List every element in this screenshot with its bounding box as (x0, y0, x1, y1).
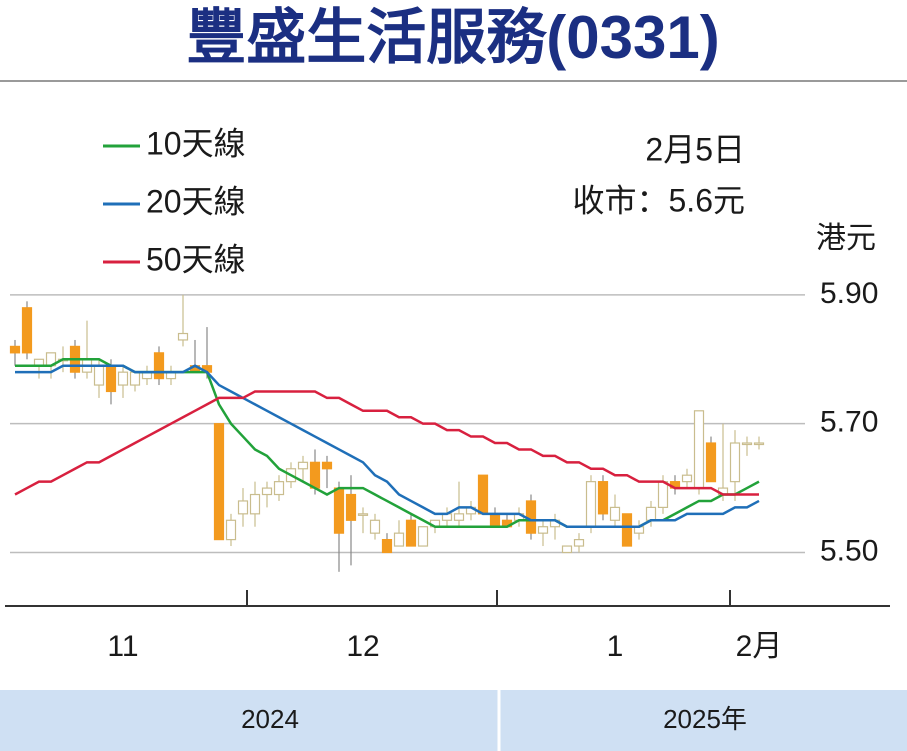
annotation: 收市：5.6元 (573, 182, 746, 218)
candle-body (297, 461, 309, 470)
y-tick-label: 5.90 (820, 277, 878, 310)
candle-body (249, 493, 261, 515)
candle-body (225, 519, 237, 541)
ma-line (14, 390, 759, 496)
candle-body (9, 345, 21, 354)
candle-body (333, 487, 345, 534)
candle-body (129, 371, 141, 386)
candle-body (729, 442, 741, 483)
candle-body (93, 365, 105, 386)
candle-body (585, 481, 597, 528)
candle-body (213, 423, 225, 541)
candle-body (705, 442, 717, 483)
candle-body (753, 442, 765, 446)
candle-body (105, 365, 117, 393)
candle-body (537, 526, 549, 534)
candle-body (417, 526, 429, 547)
legend-label: 50天線 (146, 241, 246, 277)
candle-body (405, 519, 417, 547)
candle-body (309, 461, 321, 489)
candle-body (453, 513, 465, 521)
candle-body (573, 538, 585, 547)
unit-label: 港元 (816, 222, 876, 255)
ma-line (15, 364, 760, 528)
y-tick-label: 5.70 (820, 406, 878, 439)
candle-body (21, 307, 33, 354)
x-tick-label: 2月 (736, 630, 783, 663)
candle-body (489, 513, 501, 528)
candle-body (117, 371, 129, 386)
candle-body (381, 538, 393, 554)
candle-body (393, 532, 405, 547)
candle-body (693, 410, 705, 489)
chart-title: 豐盛生活服務(0331) (186, 4, 719, 71)
candle-body (261, 487, 273, 496)
legend-label: 20天線 (146, 183, 246, 219)
candle-body (741, 442, 753, 446)
candle-body (321, 461, 333, 470)
candle-body (273, 481, 285, 496)
candle-body (681, 474, 693, 483)
y-tick-label: 5.50 (820, 534, 878, 567)
candle-body (609, 506, 621, 521)
annotation: 2月5日 (645, 131, 745, 167)
x-tick-label: 1 (607, 630, 624, 663)
year-band (0, 690, 907, 751)
candle-body (477, 474, 489, 515)
candle-body (177, 332, 189, 341)
candle-body (357, 513, 369, 516)
x-tick-label: 12 (346, 630, 379, 663)
candle-body (369, 519, 381, 534)
candle-body (525, 500, 537, 534)
candle-body (597, 481, 609, 515)
candle-body (621, 513, 633, 547)
x-tick-label: 11 (107, 630, 138, 663)
year-label: 2024 (241, 704, 299, 734)
legend-label: 10天線 (146, 125, 246, 161)
candle-body (645, 506, 657, 521)
candle-body (237, 500, 249, 515)
candle-body (561, 545, 573, 554)
candle-body (345, 493, 357, 521)
candle-body (657, 481, 669, 509)
candle-body (153, 352, 165, 380)
year-label: 2025年 (663, 704, 747, 734)
